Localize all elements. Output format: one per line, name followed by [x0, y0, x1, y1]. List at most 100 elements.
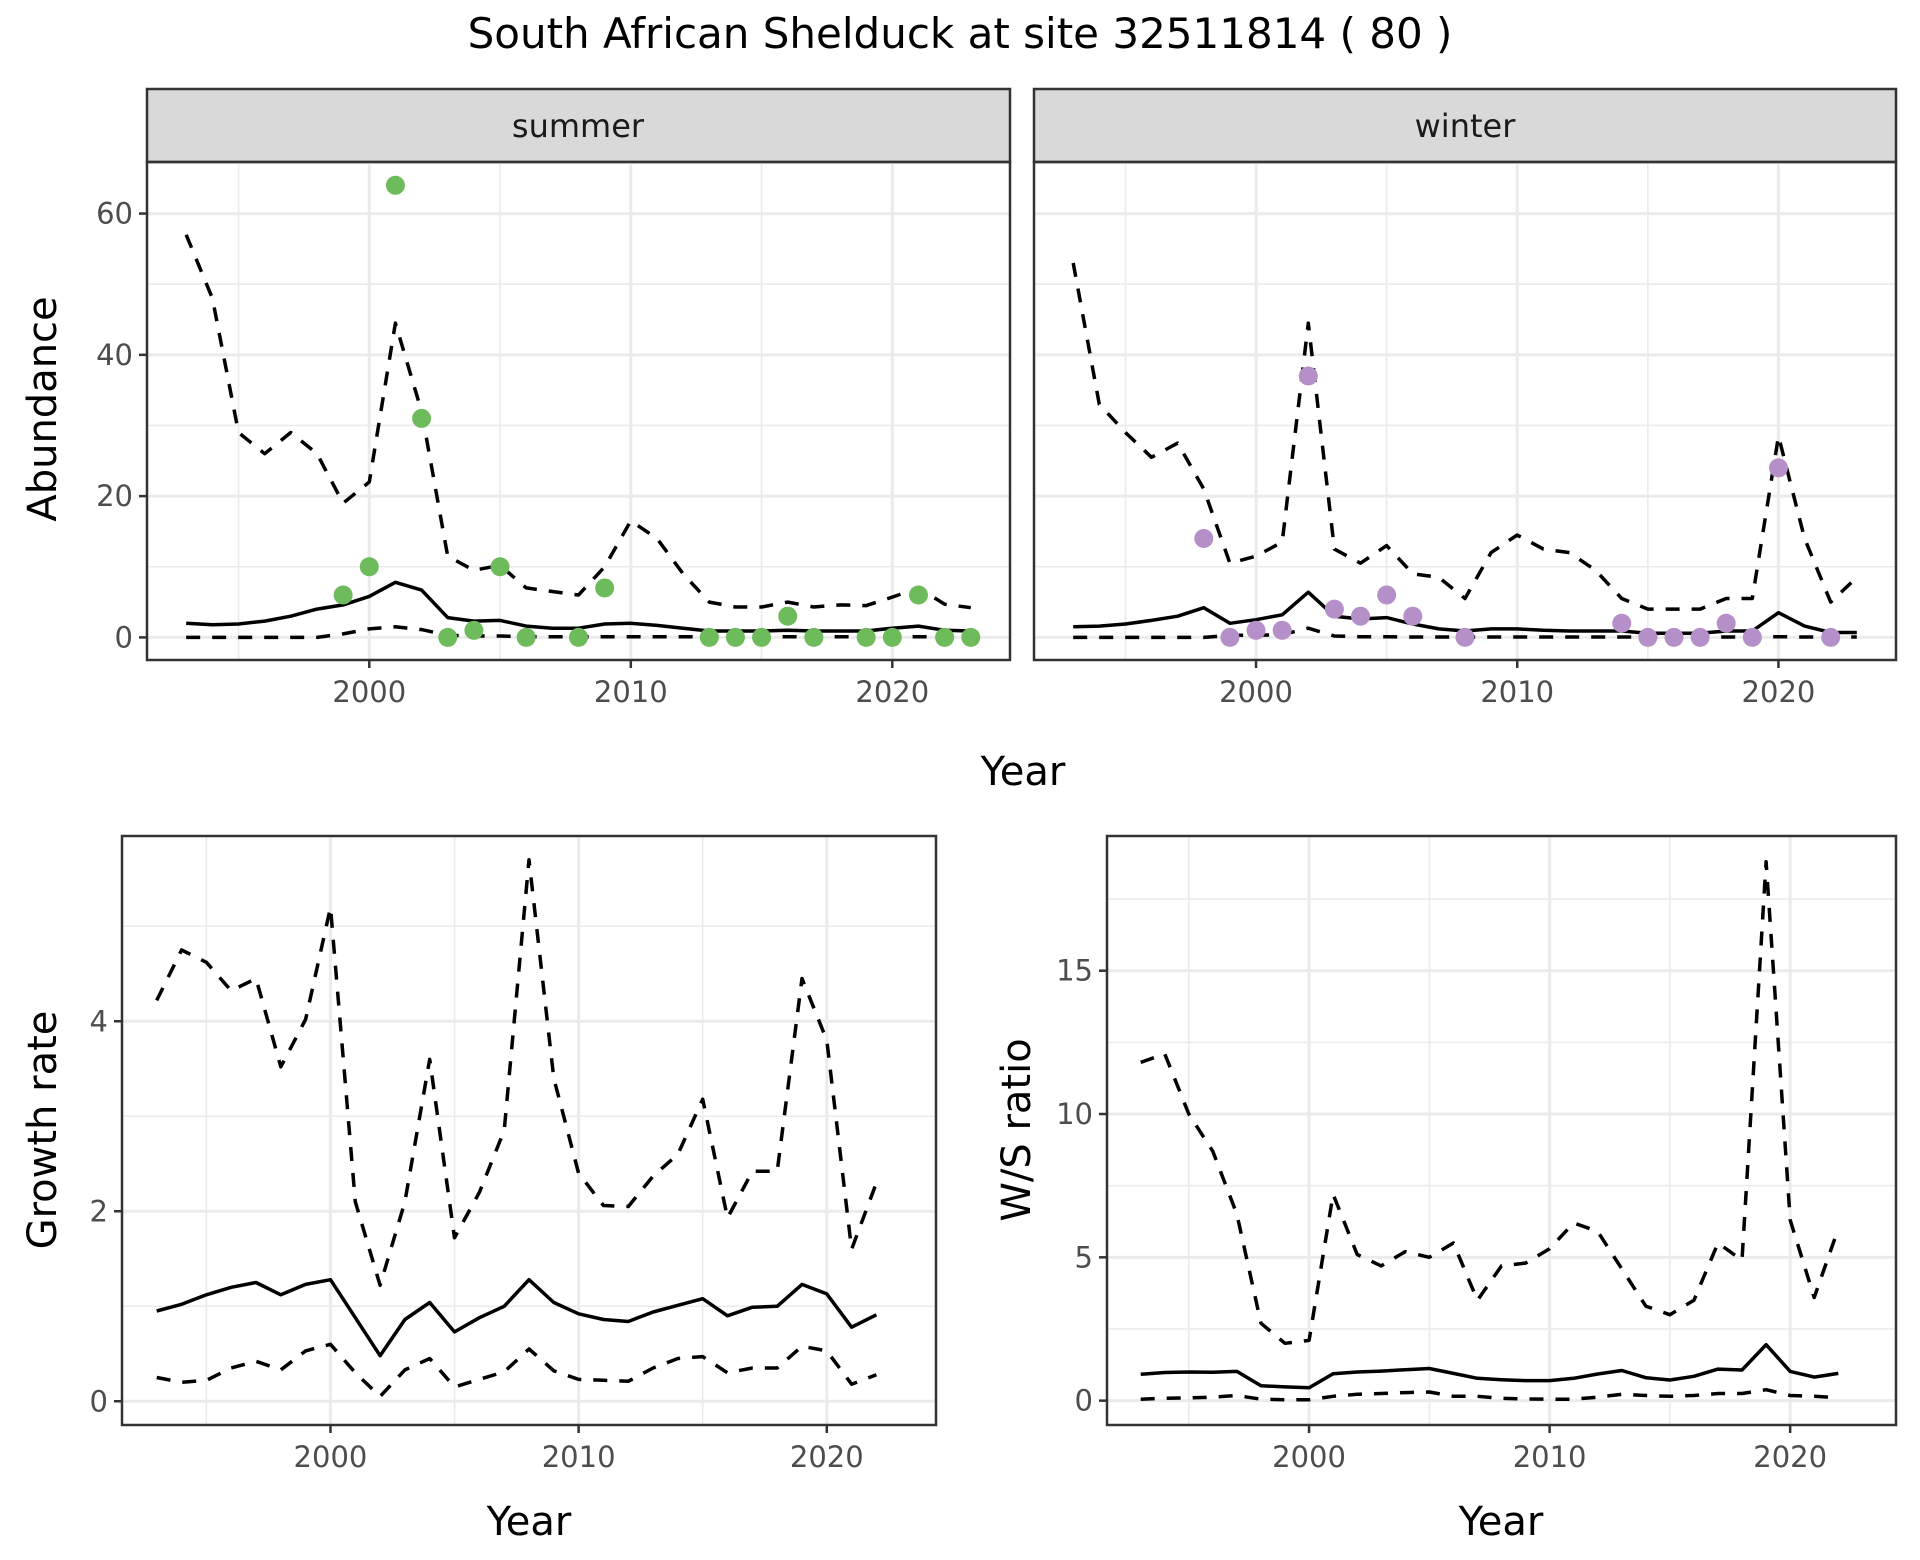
facet-label-summer: summer [512, 107, 645, 145]
y-tick-label: 0 [1075, 1384, 1093, 1418]
y-tick-label: 5 [1075, 1240, 1093, 1274]
series-lower-line [1140, 1387, 1839, 1402]
observed-point [1690, 627, 1710, 647]
x-tick-label: 2020 [1753, 1440, 1827, 1474]
y-tick-label: 0 [90, 1384, 108, 1418]
observed-point [1220, 627, 1240, 647]
observed-point [1716, 613, 1736, 633]
series-lines [1071, 262, 1859, 640]
series-upper-line [155, 858, 879, 1288]
series-mean-line [186, 580, 971, 633]
panel-winter-abundance: winter 2000 2010 2020 [1032, 87, 1898, 709]
observed-point [1403, 606, 1423, 626]
facet-strip-winter [1032, 87, 1898, 164]
observed-point [1272, 620, 1292, 640]
panel-summer-abundance: summer 0 20 40 60 2000 2010 2020 Abundance [20, 87, 1012, 709]
observed-point [1768, 458, 1788, 478]
series-lines [1140, 860, 1840, 1402]
observed-point [1638, 627, 1658, 647]
observed-points [1194, 366, 1841, 647]
x-tick-label: 2010 [542, 1440, 616, 1474]
y-tick-label: 4 [90, 1004, 108, 1038]
y-axis-ticks: 0 2 4 [90, 1004, 122, 1418]
gridlines [122, 836, 936, 1425]
observed-point [778, 606, 798, 626]
y-axis-ticks: 0 20 40 60 [96, 197, 147, 654]
x-tick-label: 2000 [1272, 1440, 1346, 1474]
observed-point [752, 627, 772, 647]
observed-point [1821, 627, 1841, 647]
observed-point [856, 627, 876, 647]
y-tick-label: 0 [115, 620, 133, 654]
series-mean-line [1140, 1342, 1839, 1390]
panel-border [145, 160, 1012, 662]
series-upper-line [1071, 262, 1859, 611]
observed-point [1246, 620, 1266, 640]
x-tick-label: 2010 [1513, 1440, 1587, 1474]
x-axis-title: Year [1458, 1499, 1544, 1545]
observed-point [908, 585, 928, 605]
observed-point [1194, 529, 1214, 549]
x-tick-label: 2010 [594, 675, 668, 709]
x-axis-ticks: 2000 2010 2020 [294, 1425, 864, 1474]
series-upper-line [1140, 860, 1840, 1346]
x-axis-ticks: 2000 2010 2020 [332, 660, 929, 709]
x-tick-label: 2000 [294, 1440, 368, 1474]
series-mean-line [156, 1277, 878, 1358]
y-tick-label: 15 [1056, 954, 1093, 988]
observed-point [385, 175, 405, 195]
observed-point [490, 557, 510, 577]
observed-point [333, 585, 353, 605]
observed-points [333, 175, 981, 647]
panel-border [120, 834, 938, 1427]
x-axis-ticks: 2000 2010 2020 [1219, 660, 1815, 709]
y-axis-title: Abundance [20, 296, 66, 521]
observed-point [516, 627, 536, 647]
x-tick-label: 2000 [332, 675, 406, 709]
observed-point [595, 578, 615, 598]
series-lines [184, 234, 972, 640]
y-tick-label: 2 [90, 1194, 108, 1228]
series-upper-line [184, 234, 972, 610]
y-tick-label: 10 [1056, 1097, 1093, 1131]
observed-point [1377, 585, 1397, 605]
observed-point [935, 627, 955, 647]
observed-point [1298, 366, 1318, 386]
facet-strip-summer [145, 87, 1012, 164]
panel-border [1105, 834, 1898, 1427]
observed-point [725, 627, 745, 647]
observed-point [1664, 627, 1684, 647]
observed-point [359, 557, 379, 577]
observed-point [1455, 627, 1475, 647]
y-axis-title: W/S ratio [994, 1038, 1040, 1221]
observed-point [882, 627, 902, 647]
y-axis-title: Growth rate [20, 1011, 66, 1250]
x-tick-label: 2020 [855, 675, 929, 709]
series-lower-line [156, 1342, 878, 1399]
gridlines [1034, 162, 1896, 660]
series-lines [155, 858, 879, 1399]
x-tick-label: 2010 [1480, 675, 1554, 709]
observed-point [464, 620, 484, 640]
x-axis-title-top: Year [980, 749, 1066, 795]
observed-point [569, 627, 588, 647]
panel-ws-ratio: 0 5 10 15 2000 2010 2020 W/S ratio Year [994, 834, 1898, 1545]
observed-point [804, 627, 824, 647]
y-tick-label: 40 [96, 338, 133, 372]
observed-point [438, 627, 458, 647]
gridlines [147, 162, 1010, 660]
observed-point [1351, 606, 1371, 626]
observed-point [412, 408, 432, 428]
observed-point [1612, 613, 1632, 633]
observed-point [699, 627, 719, 647]
observed-point [1742, 627, 1762, 647]
x-axis-ticks: 2000 2010 2020 [1272, 1425, 1827, 1474]
panel-border [1032, 160, 1898, 662]
y-tick-label: 20 [96, 479, 133, 513]
x-tick-label: 2020 [790, 1440, 864, 1474]
y-axis-ticks: 0 5 10 15 [1056, 954, 1107, 1418]
x-tick-label: 2000 [1219, 675, 1293, 709]
panel-growth-rate: 0 2 4 2000 2010 2020 Growth rate Year [20, 834, 938, 1545]
x-tick-label: 2020 [1742, 675, 1816, 709]
